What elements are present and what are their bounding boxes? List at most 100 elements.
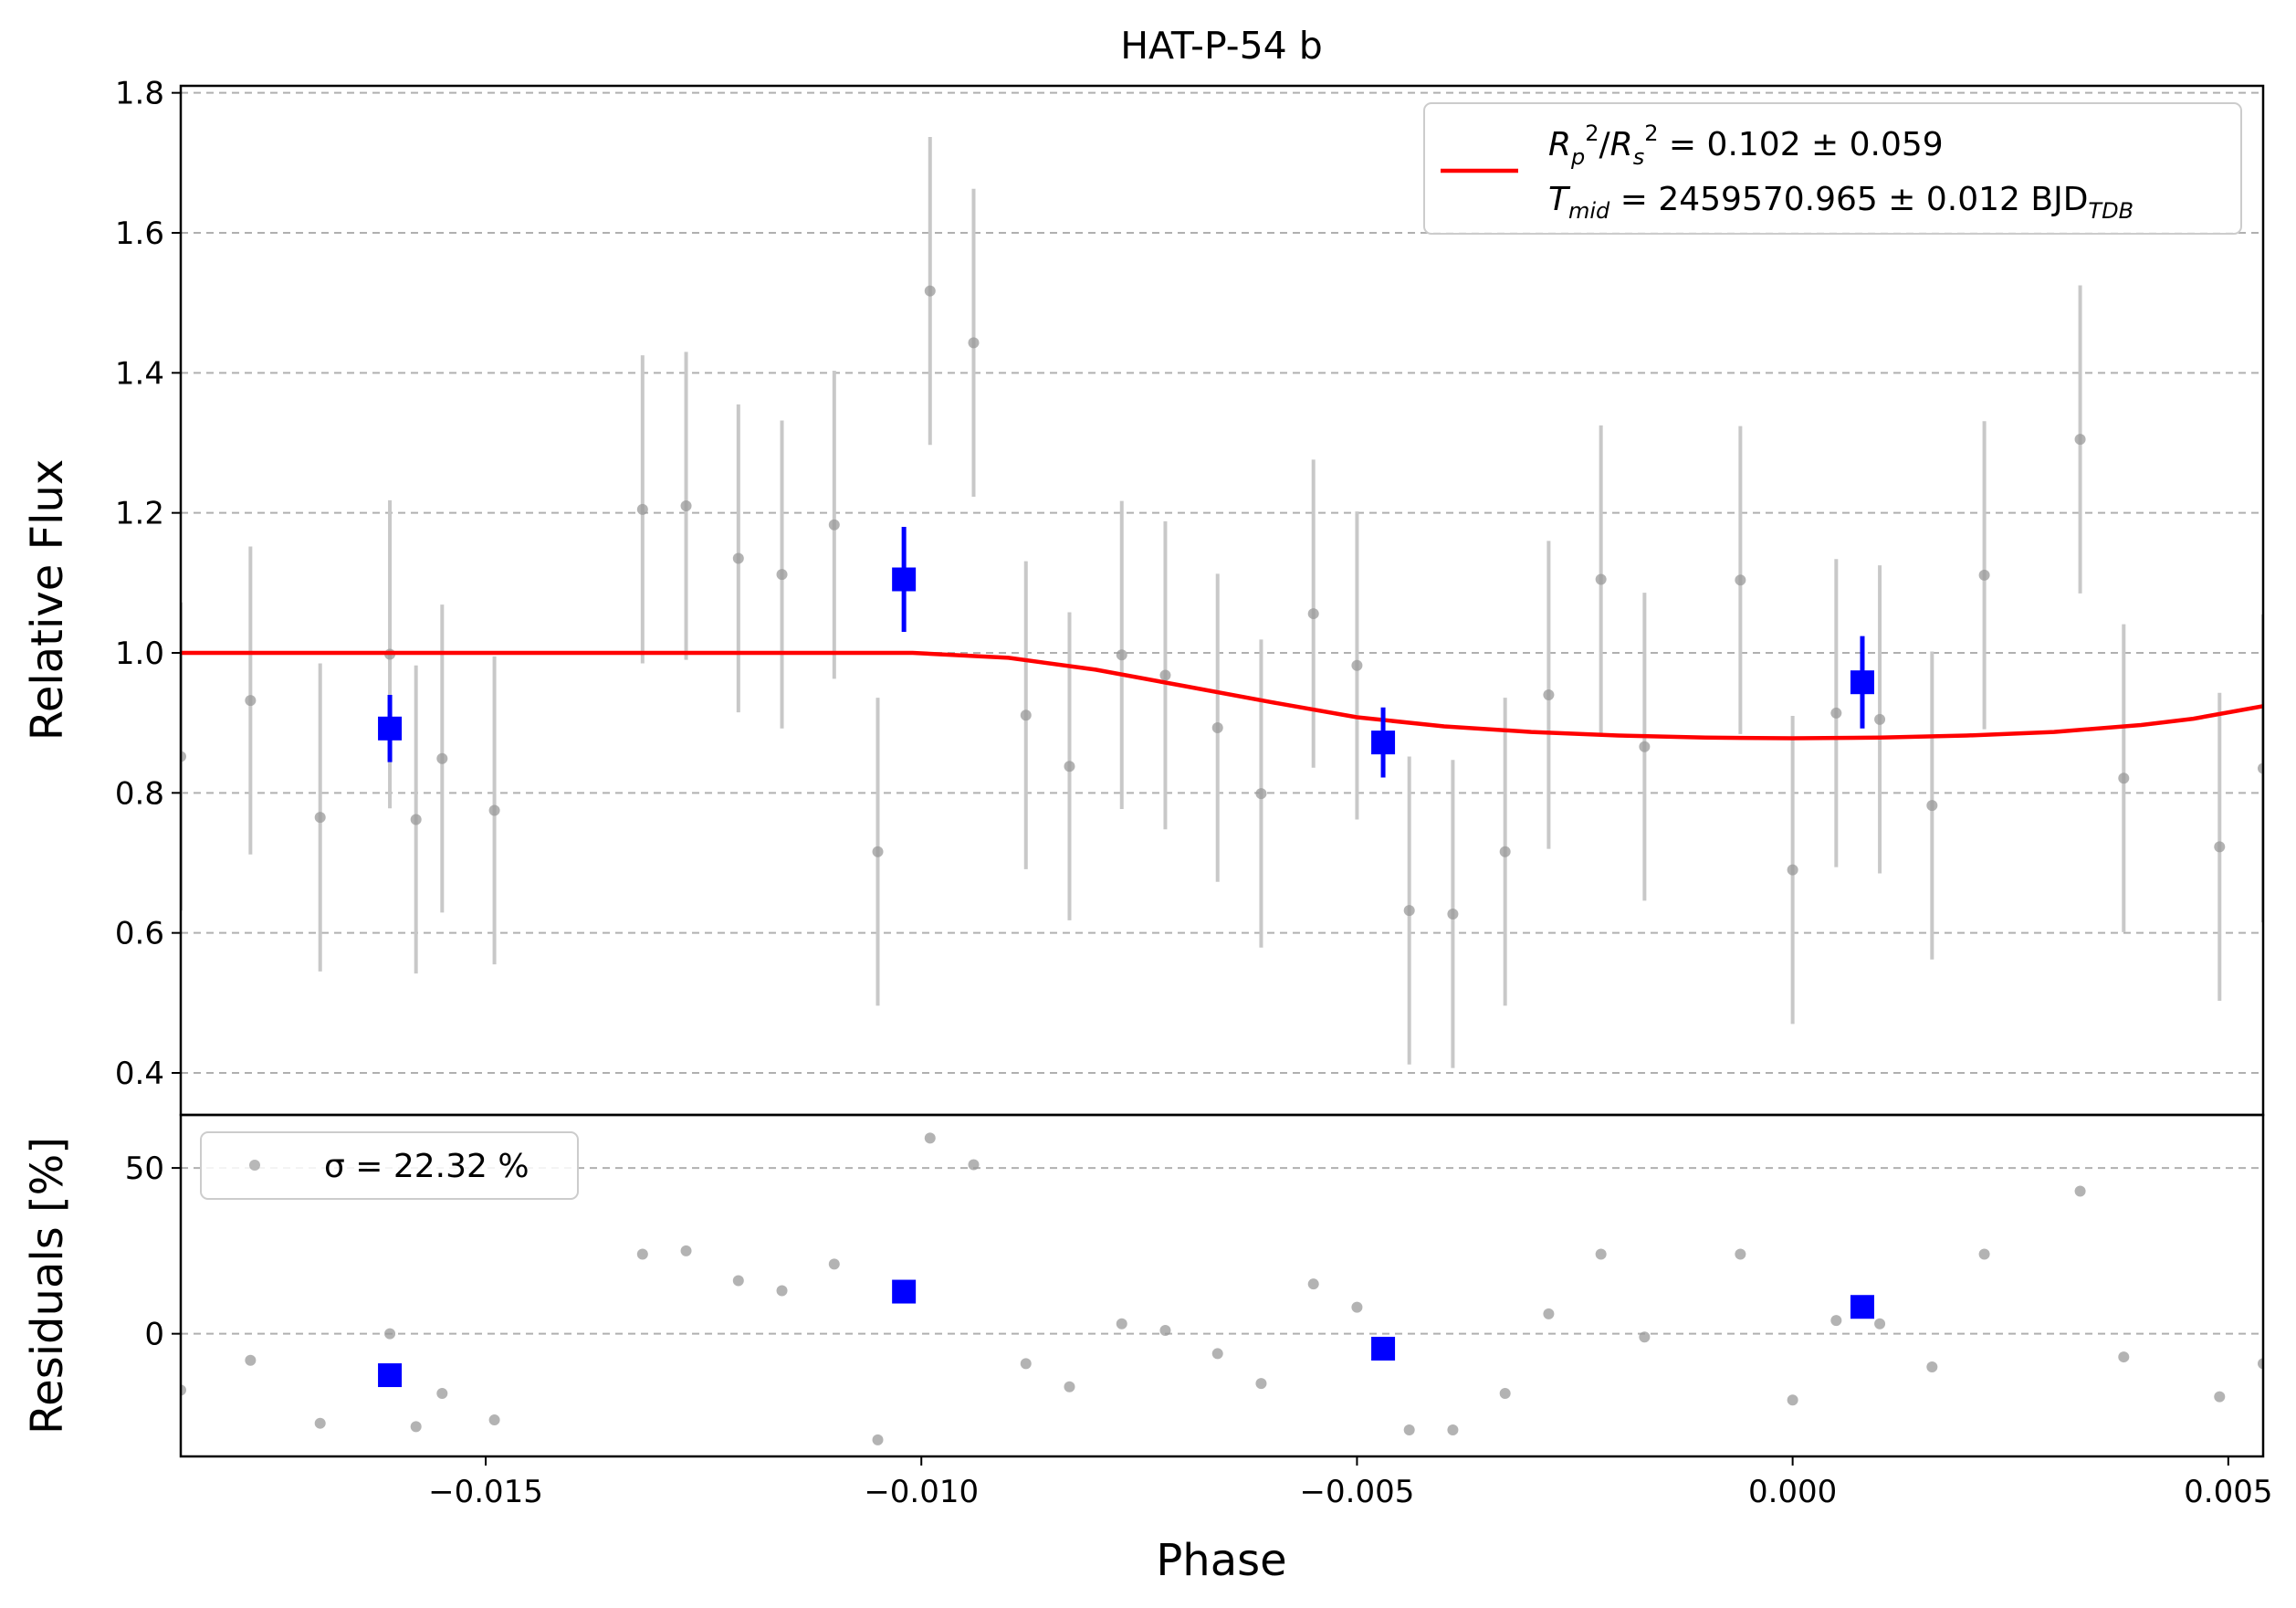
raw-flux-point xyxy=(410,814,422,825)
binned-flux-points xyxy=(378,527,1874,778)
raw-flux-point xyxy=(436,752,448,764)
transit-model xyxy=(181,650,2263,741)
binned-flux-point xyxy=(378,716,403,741)
raw-flux-point xyxy=(1211,722,1223,734)
x-tick-label: −0.010 xyxy=(864,1474,979,1510)
raw-flux-point xyxy=(828,519,840,531)
x-axis-label: Phase xyxy=(1156,1535,1286,1586)
raw-residual-point xyxy=(1499,1388,1511,1400)
raw-residual-point xyxy=(1351,1301,1363,1313)
raw-flux-point xyxy=(1874,713,1886,725)
raw-residual-point xyxy=(1159,1325,1171,1337)
raw-residual-point xyxy=(1830,1315,1842,1327)
raw-flux-point xyxy=(924,285,936,297)
raw-flux-point xyxy=(1159,669,1171,681)
x-tick-label: 0.000 xyxy=(1748,1474,1837,1510)
raw-flux-point xyxy=(1830,707,1842,719)
raw-flux-point xyxy=(1595,573,1607,585)
raw-flux-point xyxy=(1499,846,1511,857)
bottom-y-tick-label: 0 xyxy=(144,1317,164,1353)
binned-residual-point xyxy=(1850,1295,1874,1319)
raw-residual-point xyxy=(410,1421,422,1433)
raw-flux-point xyxy=(181,751,186,762)
binned-residual-point xyxy=(892,1279,917,1304)
raw-residual-point xyxy=(2118,1351,2130,1363)
bottom-y-tick-label: 50 xyxy=(125,1151,164,1187)
raw-residual-point xyxy=(1978,1248,1990,1260)
raw-residual-point xyxy=(436,1388,448,1400)
raw-flux-point xyxy=(1064,761,1075,772)
raw-flux-point xyxy=(1735,574,1746,586)
raw-residual-point xyxy=(776,1285,788,1297)
raw-residual-point xyxy=(872,1434,884,1445)
light-curve-panel: 0.4 0.6 0.8 1.0 1.2 1.4 1.6 1.8 Rp2/Rs2 = 0.102… xyxy=(22,76,2265,1117)
raw-flux-point xyxy=(680,500,692,511)
raw-flux-point xyxy=(1116,649,1127,661)
binned-flux-point xyxy=(1850,670,1874,695)
x-tick-label: −0.015 xyxy=(428,1474,543,1510)
raw-residual-point xyxy=(1787,1394,1798,1406)
raw-flux-point xyxy=(636,503,648,515)
bottom-y-axis-label: Residuals [%] xyxy=(22,1137,73,1435)
raw-residual-point xyxy=(488,1414,500,1426)
raw-residual-point xyxy=(968,1159,980,1171)
raw-flux-point xyxy=(1543,689,1555,700)
raw-flux-point xyxy=(872,846,884,857)
top-y-tick-label: 1.0 xyxy=(115,636,164,672)
raw-flux-point xyxy=(1978,569,1990,581)
raw-residual-point xyxy=(1639,1331,1651,1343)
raw-flux-point xyxy=(1255,788,1267,800)
raw-residual-point xyxy=(924,1132,936,1144)
raw-residual-point xyxy=(1064,1381,1075,1393)
bottom-y-ticks: 0 50 xyxy=(125,1151,181,1353)
transit-model-line xyxy=(181,650,2263,741)
raw-residual-point xyxy=(1874,1318,1886,1329)
raw-residual-point xyxy=(2258,1358,2263,1370)
top-y-tick-label: 1.8 xyxy=(115,76,164,112)
top-y-ticks: 0.4 0.6 0.8 1.0 1.2 1.4 1.6 1.8 xyxy=(115,76,181,1092)
raw-residual-points xyxy=(181,1132,2263,1445)
top-y-tick-label: 1.6 xyxy=(115,215,164,252)
raw-flux-point xyxy=(2258,762,2263,774)
raw-residual-point xyxy=(1211,1348,1223,1360)
raw-flux-point xyxy=(2074,434,2086,446)
sigma-legend-text: σ = 22.32 % xyxy=(324,1148,529,1185)
binned-residual-point xyxy=(378,1363,403,1388)
raw-flux-point xyxy=(1447,908,1459,920)
raw-flux-point xyxy=(245,695,257,707)
raw-flux-point xyxy=(1403,905,1415,917)
raw-flux-point xyxy=(1020,709,1032,721)
binned-flux-point xyxy=(1371,730,1396,755)
binned-flux-point xyxy=(892,567,917,592)
raw-flux-point xyxy=(2214,841,2226,853)
raw-residual-point xyxy=(181,1384,186,1396)
raw-flux-point xyxy=(2118,772,2130,784)
x-ticks: −0.015 −0.010 −0.005 0.000 0.005 xyxy=(428,1456,2272,1510)
binned-residual-point xyxy=(1371,1336,1396,1361)
raw-flux-point xyxy=(314,812,326,824)
top-y-tick-label: 0.4 xyxy=(115,1056,164,1092)
bottom-axes-frame xyxy=(179,1113,2265,1458)
model-legend-box xyxy=(1423,102,2242,235)
raw-flux-point xyxy=(968,337,980,349)
raw-residual-point xyxy=(1255,1378,1267,1390)
raw-residual-point xyxy=(384,1328,396,1340)
raw-residual-point xyxy=(245,1354,257,1366)
top-y-tick-label: 1.2 xyxy=(115,496,164,532)
sigma-legend-box xyxy=(200,1131,579,1200)
raw-flux-point xyxy=(488,804,500,816)
raw-residual-point xyxy=(1447,1424,1459,1435)
raw-residual-point xyxy=(1926,1361,1938,1372)
top-y-tick-label: 0.6 xyxy=(115,916,164,952)
raw-residual-point xyxy=(828,1258,840,1270)
raw-residual-point xyxy=(1307,1278,1319,1290)
x-tick-label: −0.005 xyxy=(1300,1474,1415,1510)
binned-residual-points xyxy=(378,1279,1874,1388)
raw-residual-point xyxy=(636,1248,648,1260)
raw-flux-point xyxy=(1639,741,1651,752)
top-y-axis-label: Relative Flux xyxy=(22,459,73,741)
raw-flux-points xyxy=(181,136,2263,1068)
raw-residual-point xyxy=(1403,1424,1415,1435)
raw-residual-point xyxy=(1116,1318,1127,1329)
